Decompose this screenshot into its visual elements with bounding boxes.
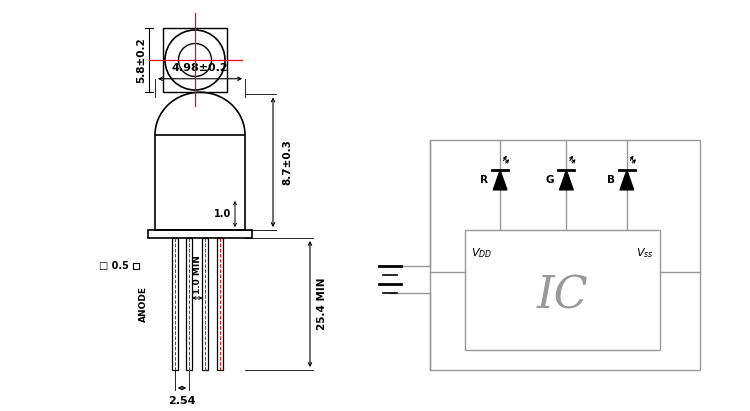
Bar [155, 135, 245, 230]
Text: 1.0: 1.0 [214, 209, 231, 219]
Text: □ 0.5: □ 0.5 [99, 261, 129, 271]
Text: IC: IC [537, 275, 588, 318]
Bar [430, 140, 700, 370]
Text: 25.4 MIN: 25.4 MIN [317, 278, 327, 330]
Text: 2.54: 2.54 [168, 396, 196, 406]
Bar [186, 238, 192, 370]
Bar [163, 28, 227, 92]
Bar [148, 230, 252, 238]
Bar [217, 238, 223, 370]
Polygon shape [493, 170, 507, 190]
Text: $V_{ss}$: $V_{ss}$ [637, 246, 654, 260]
Text: 1.0 MIN: 1.0 MIN [193, 255, 202, 294]
Text: $V_{DD}$: $V_{DD}$ [471, 246, 492, 260]
Polygon shape [620, 170, 634, 190]
Polygon shape [560, 170, 574, 190]
Bar [202, 238, 208, 370]
Bar [133, 263, 139, 269]
Text: ANODE: ANODE [139, 286, 148, 322]
Text: B: B [607, 175, 615, 185]
Text: G: G [546, 175, 554, 185]
Bar [172, 238, 178, 370]
Text: 5.8±0.2: 5.8±0.2 [136, 37, 146, 83]
Text: 8.7±0.3: 8.7±0.3 [282, 139, 292, 185]
Text: R: R [480, 175, 488, 185]
Bar [465, 230, 660, 350]
Text: 4.98±0.2: 4.98±0.2 [172, 63, 228, 73]
